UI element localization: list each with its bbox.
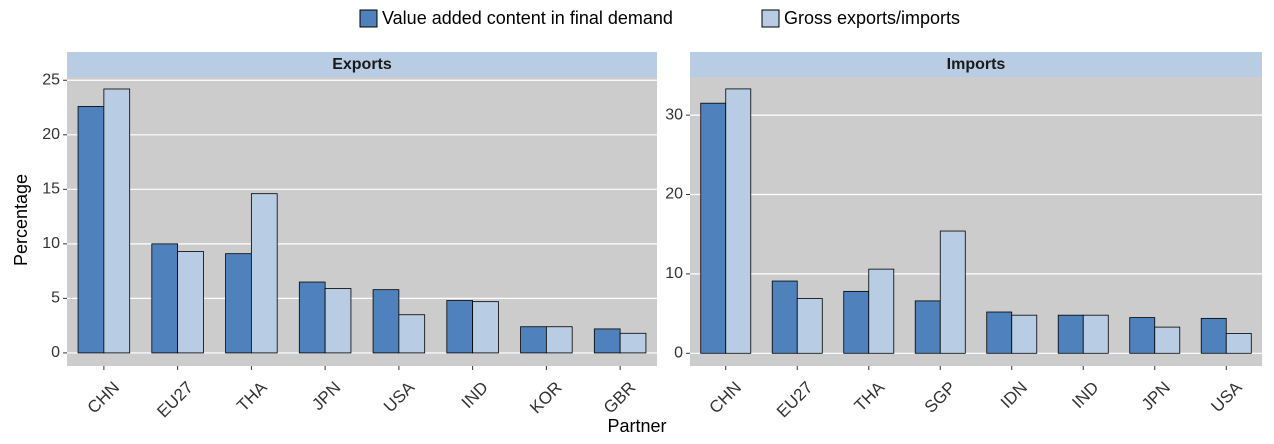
bar	[1057, 314, 1084, 354]
bar	[177, 251, 204, 354]
bar	[1154, 326, 1181, 354]
y-tick-label: 0	[674, 345, 683, 362]
bar	[324, 288, 352, 354]
y-tick-label: 10	[665, 265, 683, 282]
bar	[1225, 333, 1252, 354]
bar	[1011, 314, 1038, 354]
bar	[398, 314, 426, 354]
x-tick-label: USA	[1207, 377, 1246, 416]
legend-swatch	[359, 9, 378, 28]
bar	[1129, 317, 1156, 354]
bar	[298, 281, 326, 354]
x-tick-label: JPN	[1138, 378, 1174, 414]
y-tick-label: 10	[42, 235, 60, 252]
panel-title: Imports	[947, 56, 1006, 73]
bar	[700, 102, 727, 354]
y-tick-label: 0	[51, 344, 60, 361]
y-axis-label: Percentage	[11, 174, 31, 266]
legend-label: Value added content in final demand	[382, 8, 673, 28]
x-tick-label: THA	[233, 377, 271, 415]
x-tick-label: IND	[458, 378, 492, 412]
bar	[986, 311, 1013, 354]
x-tick-label: JPN	[308, 378, 344, 414]
bar	[225, 253, 252, 354]
y-tick-label: 5	[51, 290, 60, 307]
y-tick-label: 15	[42, 181, 60, 198]
bar	[520, 326, 547, 354]
bar	[939, 230, 966, 354]
x-tick-label: CHN	[706, 378, 745, 417]
x-tick-label: IND	[1068, 378, 1102, 412]
bar	[796, 298, 823, 354]
x-tick-label: KOR	[526, 378, 565, 417]
bar	[77, 106, 105, 354]
y-tick-label: 30	[665, 106, 683, 123]
legend-label: Gross exports/imports	[784, 8, 960, 28]
bar	[914, 300, 941, 354]
y-tick-label: 25	[42, 71, 60, 88]
bar	[1200, 317, 1227, 354]
bar	[151, 243, 179, 354]
bar	[1082, 314, 1109, 354]
bar	[868, 268, 895, 354]
y-tick-label: 20	[42, 126, 60, 143]
bar	[372, 289, 400, 354]
x-tick-label: SGP	[921, 378, 960, 417]
bar	[725, 88, 752, 354]
x-tick-label: THA	[851, 377, 889, 415]
x-tick-label: EU27	[773, 378, 817, 422]
bar	[472, 301, 499, 354]
bar	[593, 328, 621, 354]
x-tick-label: GBR	[600, 378, 639, 417]
x-tick-label: USA	[380, 377, 419, 416]
panel-title: Exports	[332, 56, 392, 73]
legend-swatch	[761, 9, 780, 28]
bar	[771, 280, 798, 354]
x-tick-label: EU27	[153, 378, 197, 422]
bar	[103, 88, 131, 354]
bar	[250, 193, 278, 354]
strip	[67, 52, 657, 77]
bar	[843, 290, 870, 354]
y-tick-label: 20	[665, 186, 683, 203]
x-tick-label: CHN	[84, 378, 123, 417]
strip	[690, 52, 1262, 77]
bar	[545, 326, 573, 354]
x-tick-label: IDN	[997, 378, 1031, 412]
bar	[446, 300, 474, 354]
x-axis-label: Partner	[607, 416, 666, 436]
bar	[619, 332, 647, 354]
